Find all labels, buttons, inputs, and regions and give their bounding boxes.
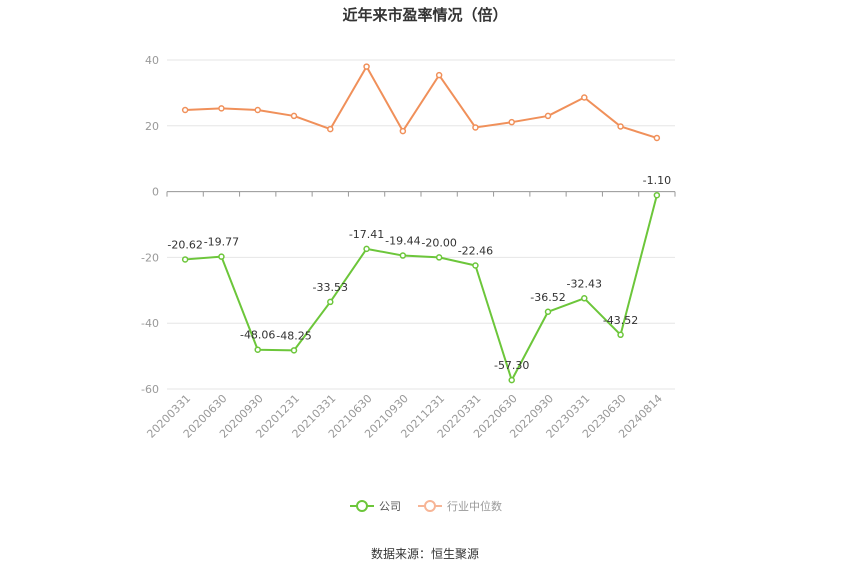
company-data-point[interactable] — [327, 298, 334, 306]
industry-median-data-point[interactable] — [508, 118, 515, 126]
industry-median-data-point[interactable] — [617, 123, 624, 130]
data-label-layer: -20.62 -19.77 -48.06 -48.25 -33.53 -17.41-19.… — [167, 174, 671, 372]
company-data-point[interactable] — [508, 376, 515, 384]
legend[interactable]: 公司 行业中位数 — [350, 499, 502, 513]
y-tick-label: 20 — [145, 120, 159, 133]
company-data-label: -19.77 — [204, 236, 239, 249]
legend-label: 公司 — [379, 500, 401, 513]
company-data-label: -20.62 — [167, 238, 202, 251]
company-data-point[interactable] — [181, 256, 189, 263]
chart-title: 近年来市盈率情况（倍） — [342, 6, 508, 24]
company-data-point[interactable] — [581, 295, 588, 302]
industry-median-data-point[interactable] — [181, 106, 189, 114]
industry-median-data-point[interactable] — [435, 71, 443, 79]
company-data-point[interactable] — [472, 262, 479, 269]
data-source-note: 数据来源：恒生聚源 — [370, 547, 479, 561]
y-tick-label: 40 — [145, 54, 159, 67]
industry-median-data-point[interactable] — [290, 112, 298, 120]
company-data-label: -33.53 — [313, 281, 348, 294]
company-data-point[interactable] — [218, 253, 225, 260]
legend-marker-icon — [356, 500, 368, 512]
industry-median-data-point[interactable] — [544, 112, 552, 120]
industry-median-data-point[interactable] — [653, 134, 661, 142]
industry-median-data-point[interactable] — [327, 125, 334, 133]
industry-median-series-line — [185, 65, 658, 139]
company-data-point[interactable] — [435, 254, 443, 261]
y-tick-label: -20 — [141, 251, 159, 264]
company-data-label: -48.25 — [276, 329, 311, 342]
y-tick-label: -40 — [141, 317, 159, 330]
industry-median-data-point[interactable] — [363, 63, 370, 70]
industry-median-data-point[interactable] — [399, 127, 407, 135]
legend-item-industry-median[interactable]: 行业中位数 — [418, 499, 502, 513]
y-tick-label: 0 — [152, 186, 159, 199]
company-data-label: -17.41 — [349, 228, 384, 241]
company-data-point[interactable] — [653, 191, 661, 199]
company-data-label: -48.06 — [240, 329, 275, 342]
company-data-point[interactable] — [254, 346, 261, 353]
industry-median-data-point[interactable] — [581, 94, 588, 101]
company-data-label: -22.46 — [458, 244, 493, 257]
legend-label: 行业中位数 — [447, 499, 502, 513]
company-data-point[interactable] — [363, 245, 370, 253]
company-data-point[interactable] — [544, 308, 552, 316]
company-data-label: -43.52 — [603, 314, 638, 327]
company-data-point[interactable] — [290, 347, 298, 354]
company-data-label: -36.52 — [530, 291, 565, 304]
company-data-label: -19.44 — [385, 235, 420, 248]
industry-median-data-point[interactable] — [472, 124, 479, 131]
company-series-line — [185, 194, 658, 382]
industry-median-data-point[interactable] — [218, 105, 225, 112]
company-data-label: -32.43 — [567, 277, 602, 290]
industry-median-data-point[interactable] — [254, 106, 261, 114]
y-tick-label: -60 — [141, 383, 159, 396]
legend-marker-icon — [424, 500, 436, 512]
company-data-label: -57.30 — [494, 359, 529, 372]
legend-item-company[interactable]: 公司 — [350, 500, 401, 513]
company-data-label: -1.10 — [643, 174, 671, 187]
company-data-point[interactable] — [399, 252, 407, 259]
company-data-label: -20.00 — [421, 236, 456, 249]
company-data-point[interactable] — [617, 331, 624, 339]
series-layer — [181, 63, 661, 384]
